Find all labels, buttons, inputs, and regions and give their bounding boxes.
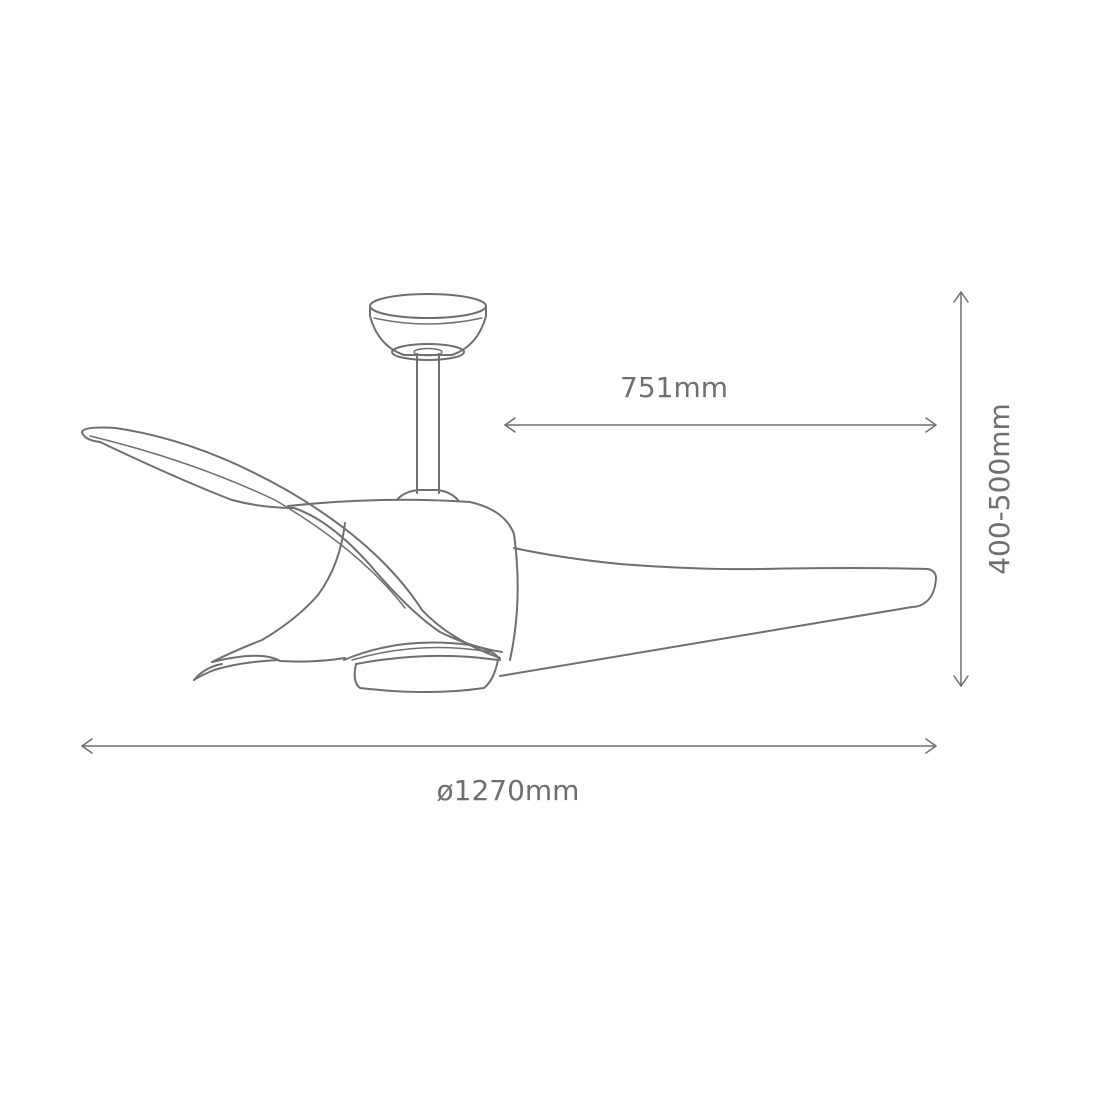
- arrow-left-icon: [504, 417, 516, 433]
- arrow-up-icon: [953, 291, 969, 303]
- motor-housing: [211, 498, 519, 663]
- arrow-right-icon: [925, 738, 937, 754]
- blade-left: [81, 426, 503, 659]
- ceiling-fan-drawing: [81, 293, 937, 693]
- blade-right: [499, 547, 937, 677]
- diameter-dimension: ø1270mm: [81, 738, 937, 807]
- light-kit: [343, 641, 501, 693]
- arrow-down-icon: [953, 675, 969, 687]
- arrow-left-icon: [81, 738, 93, 754]
- arrow-right-icon: [925, 417, 937, 433]
- downrod: [396, 353, 459, 501]
- diameter-label: ø1270mm: [437, 774, 580, 807]
- canopy: [369, 293, 487, 361]
- height-dimension: 400-500mm: [953, 291, 1016, 687]
- blade-span-dimension: 751mm: [504, 371, 937, 433]
- height-label: 400-500mm: [983, 403, 1016, 575]
- blade-span-label: 751mm: [620, 371, 728, 404]
- blade-lower: [193, 659, 279, 681]
